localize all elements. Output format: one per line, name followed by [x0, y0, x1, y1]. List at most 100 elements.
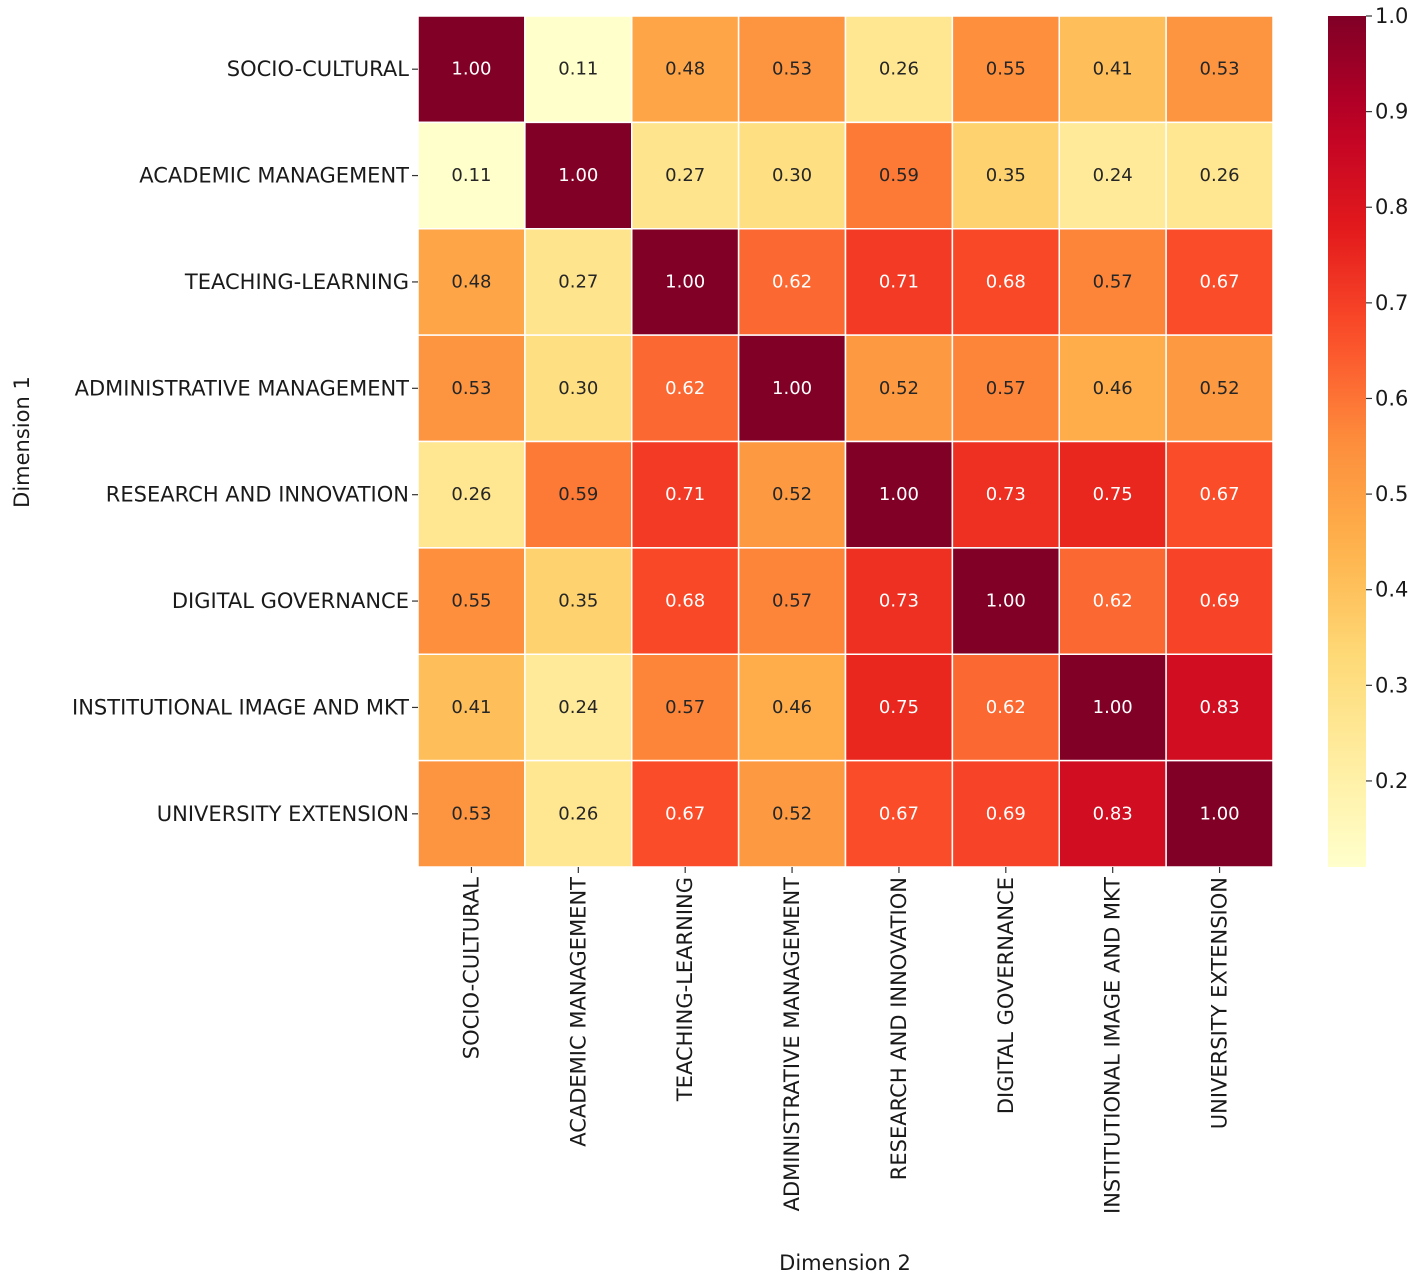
cell-value-label: 0.53 — [772, 59, 812, 80]
cell-value-label: 0.62 — [986, 697, 1026, 718]
cell-value-label: 1.00 — [879, 484, 919, 505]
heatmap-cell — [1058, 547, 1167, 655]
cell-value-label: 1.00 — [1093, 697, 1133, 718]
colorbar-tick-label: 0.7 — [1375, 291, 1408, 315]
heatmap-cell — [524, 15, 633, 124]
heatmap-cell — [1165, 121, 1274, 230]
cell-value-label: 0.67 — [879, 803, 919, 824]
cell-value-label: 0.83 — [1093, 803, 1133, 824]
cell-value-label: 1.00 — [1200, 803, 1240, 824]
colorbar-tick-label: 0.9 — [1375, 100, 1408, 124]
heatmap-cell — [631, 759, 740, 868]
cell-value-label: 0.52 — [1200, 378, 1240, 399]
heatmap-cell — [417, 334, 526, 443]
cell-value-label: 1.00 — [665, 271, 705, 292]
cell-value-label: 0.11 — [451, 165, 491, 186]
colorbar-tick-label: 0.5 — [1375, 482, 1408, 506]
heatmap-cell — [417, 15, 526, 124]
cell-value-label: 0.35 — [986, 165, 1026, 186]
heatmap-cell — [951, 228, 1060, 336]
cell-value-label: 0.75 — [1093, 484, 1133, 505]
heatmap-cell — [737, 121, 847, 230]
cell-value-label: 0.83 — [1200, 697, 1240, 718]
cell-value-label: 0.30 — [772, 165, 812, 186]
heatmap-cell — [844, 334, 954, 443]
x-tick-label-digital-governance: DIGITAL GOVERNANCE — [994, 877, 1018, 1114]
cell-value-label: 0.55 — [986, 59, 1026, 80]
heatmap-cell — [1165, 228, 1274, 336]
cell-value-label: 0.57 — [665, 697, 705, 718]
heatmap-cell — [844, 440, 954, 549]
x-axis-ticks: SOCIO-CULTURAL ACADEMIC MANAGEMENT TEACHIN… — [459, 867, 1232, 1214]
cell-value-label: 0.71 — [665, 484, 705, 505]
cell-value-label: 0.53 — [451, 803, 491, 824]
heatmap-cell — [844, 653, 954, 762]
colorbar-tick-label: 0.6 — [1375, 386, 1408, 410]
cell-value-label: 0.35 — [558, 591, 598, 612]
cell-value-label: 0.68 — [665, 591, 705, 612]
cell-value-label: 1.00 — [558, 165, 598, 186]
heatmap-cell — [1058, 440, 1167, 549]
y-tick-label-socio-cultural: SOCIO-CULTURAL — [227, 57, 410, 81]
heatmap-cell-values: 1.00 0.11 0.48 0.53 0.26 0.55 0.41 0.53 0.11 1.00… — [451, 59, 1239, 825]
cell-value-label: 0.26 — [879, 59, 919, 80]
heatmap-cell — [951, 440, 1060, 549]
cell-value-label: 1.00 — [772, 378, 812, 399]
y-tick-label-teaching-learning: TEACHING-LEARNING — [184, 270, 409, 294]
heatmap-cell — [1058, 228, 1167, 336]
cell-value-label: 0.75 — [879, 697, 919, 718]
heatmap-cell — [1165, 15, 1274, 124]
cell-value-label: 0.59 — [879, 165, 919, 186]
cell-value-label: 0.67 — [1200, 484, 1240, 505]
colorbar-tick-label: 0.2 — [1375, 769, 1408, 793]
x-tick-label-university-extension: UNIVERSITY EXTENSION — [1208, 877, 1232, 1129]
x-tick-label-institutional-image-and-mkt: INSTITUTIONAL IMAGE AND MKT — [1101, 877, 1125, 1214]
cell-value-label: 0.67 — [665, 803, 705, 824]
x-tick-label-teaching-learning: TEACHING-LEARNING — [673, 877, 697, 1102]
cell-value-label: 0.57 — [1093, 271, 1133, 292]
heatmap-cell — [1165, 547, 1274, 655]
cell-value-label: 0.52 — [772, 803, 812, 824]
colorbar-tick-label: 0.3 — [1375, 673, 1408, 697]
cell-value-label: 0.52 — [772, 484, 812, 505]
cell-value-label: 0.26 — [451, 484, 491, 505]
cell-value-label: 1.00 — [451, 59, 491, 80]
cell-value-label: 0.53 — [1200, 59, 1240, 80]
x-tick-label-academic-management: ACADEMIC MANAGEMENT — [566, 877, 590, 1147]
heatmap-cell — [524, 653, 633, 762]
y-tick-label-academic-management: ACADEMIC MANAGEMENT — [139, 164, 409, 188]
colorbar-tick-label: 0.4 — [1375, 578, 1408, 602]
heatmap-cell — [1058, 653, 1167, 762]
cell-value-label: 0.27 — [665, 165, 705, 186]
heatmap-cells — [417, 15, 1274, 868]
cell-value-label: 0.46 — [1093, 378, 1133, 399]
cell-value-label: 0.67 — [1200, 271, 1240, 292]
heatmap-cell — [951, 15, 1060, 124]
heatmap-cell — [631, 334, 740, 443]
colorbar: 0.2 0.3 0.4 0.5 0.6 0.7 0.8 0.9 1.0 — [1328, 4, 1408, 867]
cell-value-label: 0.24 — [558, 697, 598, 718]
heatmap-cell — [737, 15, 847, 124]
cell-value-label: 0.48 — [451, 271, 491, 292]
heatmap-cell — [1058, 334, 1167, 443]
cell-value-label: 0.69 — [986, 803, 1026, 824]
cell-value-label: 0.73 — [879, 591, 919, 612]
cell-value-label: 0.52 — [879, 378, 919, 399]
y-axis-ticks: SOCIO-CULTURAL ACADEMIC MANAGEMENT TEACHIN… — [72, 57, 418, 826]
cell-value-label: 0.71 — [879, 271, 919, 292]
y-tick-label-research-and-innovation: RESEARCH AND INNOVATION — [106, 483, 409, 507]
heatmap-cell — [737, 440, 847, 549]
x-tick-label-administrative-management: ADMINISTRATIVE MANAGEMENT — [780, 877, 804, 1212]
heatmap-cell — [1165, 653, 1274, 762]
cell-value-label: 0.11 — [558, 59, 598, 80]
colorbar-gradient — [1328, 16, 1366, 867]
heatmap-cell — [524, 547, 633, 655]
cell-value-label: 0.62 — [665, 378, 705, 399]
heatmap-cell — [737, 334, 847, 443]
y-tick-label-institutional-image-and-mkt: INSTITUTIONAL IMAGE AND MKT — [72, 695, 409, 719]
y-axis-title: Dimension 1 — [10, 376, 34, 508]
cell-value-label: 0.68 — [986, 271, 1026, 292]
cell-value-label: 0.69 — [1200, 591, 1240, 612]
cell-value-label: 0.27 — [558, 271, 598, 292]
cell-value-label: 0.59 — [558, 484, 598, 505]
